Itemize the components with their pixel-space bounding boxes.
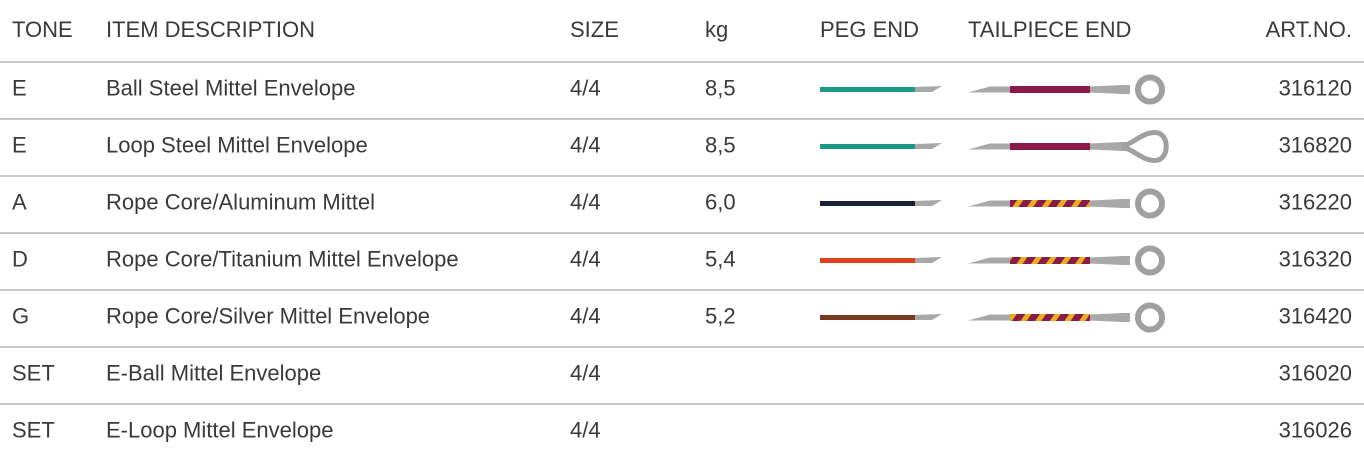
description-cell: Ball Steel Mittel Envelope <box>106 75 355 100</box>
peg-tip <box>915 200 942 206</box>
header-cell: SIZE <box>570 17 619 42</box>
art-no-cell: 316020 <box>1279 360 1352 385</box>
description-cell: Loop Steel Mittel Envelope <box>106 132 368 157</box>
table-row: D Rope Core/Titanium Mittel Envelope 4/4 5,… <box>12 246 1352 272</box>
kg-cell: 5,4 <box>705 246 736 271</box>
kg-cell: 8,5 <box>705 75 736 100</box>
peg-tip <box>915 143 942 149</box>
tail-end <box>1090 256 1130 265</box>
tail-tip <box>968 201 1012 207</box>
art-no-cell: 316320 <box>1279 246 1352 271</box>
tail-winding <box>1010 257 1090 264</box>
description-cell: Rope Core/Silver Mittel Envelope <box>106 303 430 328</box>
tail-winding <box>1010 143 1090 150</box>
art-no-cell: 316420 <box>1279 303 1352 328</box>
size-cell: 4/4 <box>570 132 601 157</box>
size-cell: 4/4 <box>570 303 601 328</box>
tone-cell: G <box>12 303 29 328</box>
peg-tip <box>915 257 942 263</box>
string-table: TONE ITEM DESCRIPTION SIZE kg PEG END TAILPIE… <box>0 0 1364 464</box>
tail-winding <box>1010 314 1090 321</box>
ball-end <box>1138 249 1162 273</box>
tone-cell: SET <box>12 360 55 385</box>
table-row: A Rope Core/Aluminum Mittel 4/4 6,0 316220 <box>12 189 1352 215</box>
header-cell: ART.NO. <box>1266 17 1352 42</box>
tone-cell: D <box>12 246 28 271</box>
table-row: G Rope Core/Silver Mittel Envelope 4/4 5,2 3… <box>12 303 1352 329</box>
art-no-cell: 316026 <box>1279 417 1352 442</box>
peg-tip <box>915 314 942 320</box>
table-row: E Loop Steel Mittel Envelope 4/4 8,5 316820 <box>12 132 1352 160</box>
description-cell: Rope Core/Aluminum Mittel <box>106 189 375 214</box>
loop-end <box>1122 133 1166 161</box>
tail-tip <box>968 258 1012 264</box>
ball-end <box>1138 192 1162 216</box>
tail-end <box>1090 85 1130 94</box>
table-row: E Ball Steel Mittel Envelope 4/4 8,5 316120 <box>12 75 1352 101</box>
description-cell: E-Loop Mittel Envelope <box>106 417 333 442</box>
tail-end <box>1090 199 1130 208</box>
peg-string <box>820 87 915 92</box>
tone-cell: A <box>12 189 27 214</box>
tone-cell: E <box>12 75 27 100</box>
description-cell: Rope Core/Titanium Mittel Envelope <box>106 246 459 271</box>
peg-string <box>820 315 915 320</box>
tone-cell: E <box>12 132 27 157</box>
ball-end <box>1138 306 1162 330</box>
size-cell: 4/4 <box>570 75 601 100</box>
size-cell: 4/4 <box>570 417 601 442</box>
tail-winding <box>1010 200 1090 207</box>
header-cell: PEG END <box>820 17 919 42</box>
peg-string <box>820 201 915 206</box>
size-cell: 4/4 <box>570 246 601 271</box>
description-cell: E-Ball Mittel Envelope <box>106 360 321 385</box>
tail-tip <box>968 87 1012 93</box>
tone-cell: SET <box>12 417 55 442</box>
tail-end <box>1090 313 1130 322</box>
table-row: SET E-Loop Mittel Envelope 4/4 316026 <box>12 417 1352 442</box>
header-cell: TONE <box>12 17 73 42</box>
header-cell: ITEM DESCRIPTION <box>106 17 315 42</box>
kg-cell: 6,0 <box>705 189 736 214</box>
peg-tip <box>915 86 942 92</box>
kg-cell: 8,5 <box>705 132 736 157</box>
tail-tip <box>968 144 1012 150</box>
tail-winding <box>1010 86 1090 93</box>
art-no-cell: 316820 <box>1279 132 1352 157</box>
peg-string <box>820 144 915 149</box>
size-cell: 4/4 <box>570 360 601 385</box>
header-cell: TAILPIECE END <box>968 17 1131 42</box>
table-row: SET E-Ball Mittel Envelope 4/4 316020 <box>12 360 1352 385</box>
size-cell: 4/4 <box>570 189 601 214</box>
kg-cell: 5,2 <box>705 303 736 328</box>
tail-tip <box>968 315 1012 321</box>
peg-string <box>820 258 915 263</box>
header-cell: kg <box>705 17 728 42</box>
art-no-cell: 316220 <box>1279 189 1352 214</box>
art-no-cell: 316120 <box>1279 75 1352 100</box>
ball-end <box>1138 78 1162 102</box>
